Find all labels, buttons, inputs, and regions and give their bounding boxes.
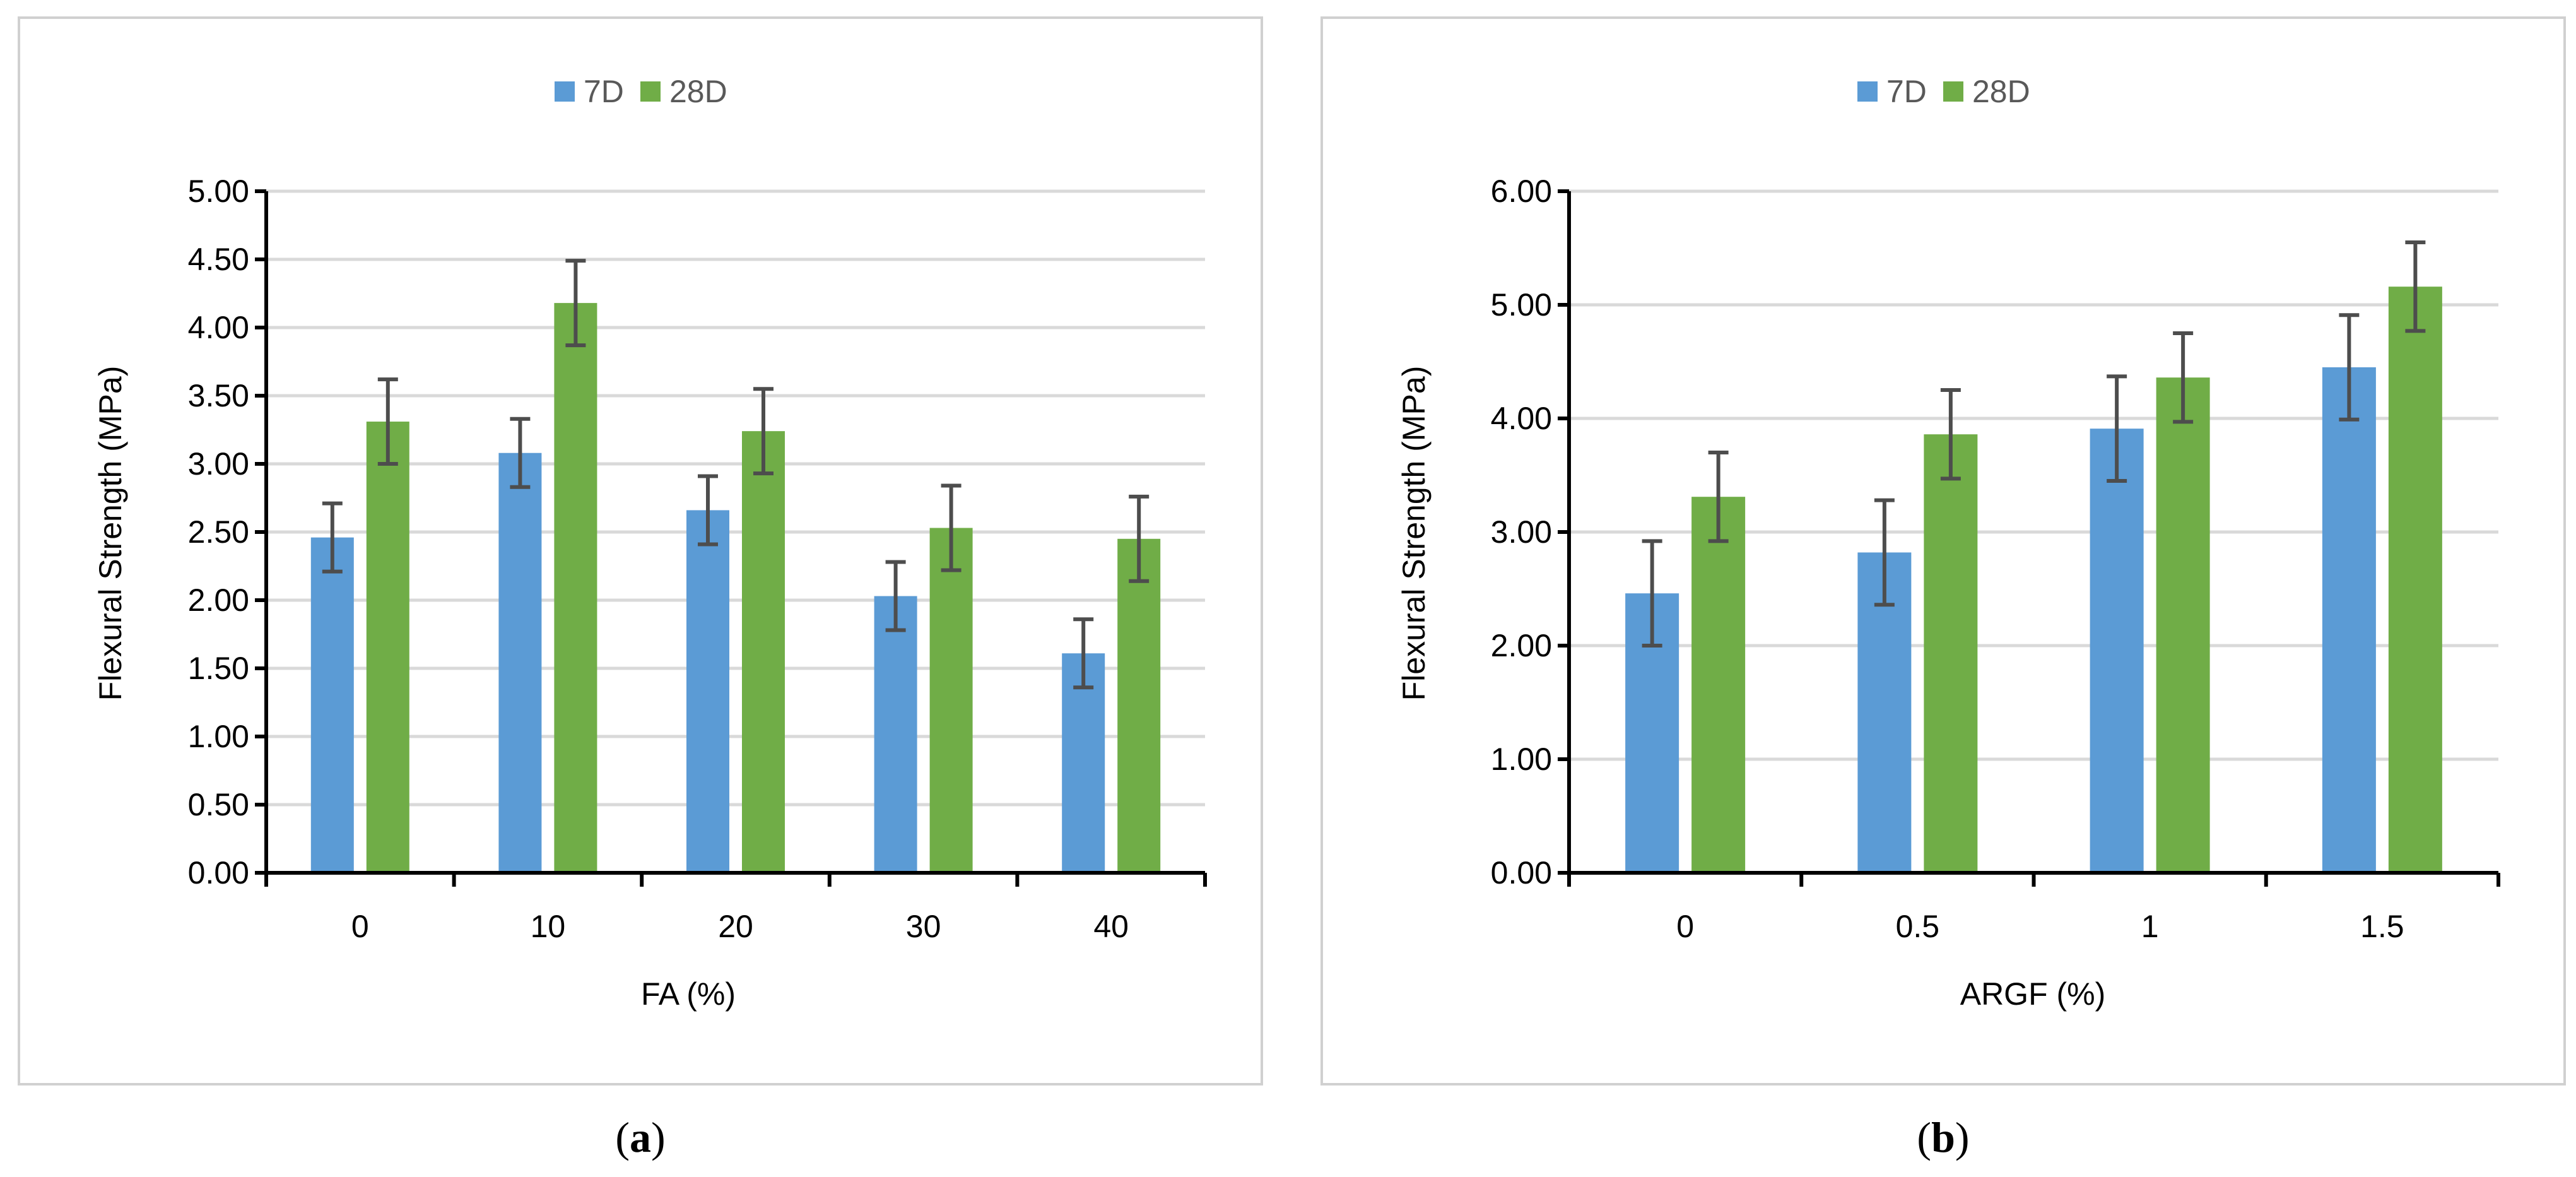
y-tick-label: 1.00	[1491, 742, 1552, 777]
y-tick-label: 2.50	[188, 514, 249, 550]
grid-a	[266, 189, 1205, 807]
bar-28d-1.5	[2388, 287, 2442, 873]
bar-28d-10	[554, 303, 597, 873]
legend-label-28d: 28D	[1972, 74, 2030, 109]
legend-label-7d: 7D	[584, 74, 624, 109]
axes-b	[1558, 189, 2500, 887]
bar-28d-40	[1117, 538, 1161, 873]
bar-28d-0.5	[1924, 434, 1978, 873]
x-tick-label: 40	[1093, 909, 1129, 944]
chart-panel-a: 0.00 0.50 1.00 1.50 2.00 2.50 3.00 3.50 4.00 4.50…	[18, 16, 1263, 1085]
y-tick-label: 1.50	[188, 651, 249, 686]
bar-7d-10	[498, 452, 542, 873]
legend-swatch-28d	[1943, 81, 1963, 102]
y-tick-label: 0.00	[1491, 855, 1552, 890]
bar-28d-20	[742, 431, 785, 873]
bar-7d-40	[1062, 653, 1105, 873]
bars-b	[1625, 240, 2442, 873]
chart-panel-b: 0.00 1.00 2.00 3.00 4.00 5.00 6.00 0 0.5 1 1.5 AR…	[1320, 16, 2566, 1085]
bars-a	[310, 259, 1161, 873]
legend-swatch-28d	[640, 81, 661, 102]
legend-swatch-7d	[555, 81, 575, 102]
y-tick-label: 4.00	[1491, 401, 1552, 436]
caption-a-label: a	[630, 1113, 651, 1161]
x-axis-title-b: ARGF (%)	[1960, 976, 2106, 1012]
y-tick-label: 5.00	[1491, 287, 1552, 322]
legend-label-28d: 28D	[669, 74, 727, 109]
x-tick-label: 1.5	[2360, 909, 2404, 944]
legend-label-7d: 7D	[1886, 74, 1927, 109]
x-tick-label: 0.5	[1896, 909, 1940, 944]
y-axis-title-a: Flexural Strength (MPa)	[93, 366, 128, 701]
y-tick-labels-b: 0.00 1.00 2.00 3.00 4.00 5.00 6.00	[1491, 174, 1552, 890]
legend-a: 7D 28D	[555, 74, 727, 109]
y-tick-label: 2.00	[188, 583, 249, 618]
y-tick-label: 4.00	[188, 310, 249, 345]
bar-7d-20	[686, 510, 729, 873]
y-axis-title-b: Flexural Strength (MPa)	[1396, 366, 1432, 701]
bar-7d-30	[874, 596, 917, 873]
bar-28d-30	[929, 528, 973, 873]
bar-7d-1	[2090, 429, 2144, 873]
y-tick-label: 4.50	[188, 242, 249, 277]
x-tick-label: 30	[906, 909, 941, 944]
y-tick-label: 3.00	[188, 446, 249, 482]
panel-a-frame	[18, 16, 1263, 1085]
y-tick-label: 0.50	[188, 787, 249, 822]
legend-swatch-7d	[1857, 81, 1878, 102]
bar-28d-0	[1691, 497, 1746, 873]
x-tick-label: 1	[2141, 909, 2159, 944]
legend-b: 7D 28D	[1857, 74, 2030, 109]
caption-b: (b)	[1917, 1113, 1969, 1161]
y-tick-labels-a: 0.00 0.50 1.00 1.50 2.00 2.50 3.00 3.50 4.00 4.50…	[188, 174, 249, 890]
y-tick-label: 6.00	[1491, 174, 1552, 209]
y-tick-label: 3.00	[1491, 514, 1552, 550]
bar-7d-1.5	[2322, 367, 2376, 873]
x-tick-label: 20	[718, 909, 753, 944]
caption-b-label: b	[1931, 1113, 1955, 1161]
axes-a	[255, 189, 1207, 887]
x-tick-label: 10	[531, 909, 566, 944]
x-tick-labels-a: 0 10 20 30 40	[351, 909, 1129, 944]
x-tick-labels-b: 0 0.5 1 1.5	[1676, 909, 2404, 944]
bar-28d-0	[366, 422, 409, 873]
bar-28d-1	[2156, 377, 2210, 873]
y-tick-label: 3.50	[188, 378, 249, 413]
caption-a: (a)	[615, 1113, 665, 1161]
x-tick-label: 0	[351, 909, 369, 944]
y-tick-label: 5.00	[188, 174, 249, 209]
bar-7d-0	[310, 537, 354, 873]
y-tick-label: 0.00	[188, 855, 249, 890]
y-tick-label: 2.00	[1491, 628, 1552, 663]
x-axis-title-a: FA (%)	[641, 976, 736, 1012]
x-tick-label: 0	[1676, 909, 1694, 944]
y-tick-label: 1.00	[188, 719, 249, 754]
